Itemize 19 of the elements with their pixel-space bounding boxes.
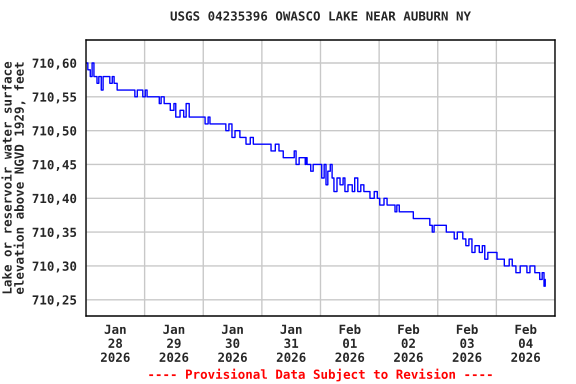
y-tick-label: 710,40 xyxy=(32,194,76,205)
y-tick-label: 710,50 xyxy=(32,126,76,138)
y-axis-title: Lake or reservoir water surface elevation above NGVD 1929, feet xyxy=(1,62,26,294)
y-tick-label: 710,55 xyxy=(32,92,76,104)
y-tick-label: 710,60 xyxy=(32,58,76,70)
y-tick-label: 710,35 xyxy=(32,228,76,239)
chart-title: USGS 04235396 OWASCO LAKE NEAR AUBURN NY xyxy=(170,11,471,21)
x-tick-label: Feb 04 2026 xyxy=(511,324,540,362)
y-tick-label: 710,30 xyxy=(32,261,76,272)
y-tick-label: 710,45 xyxy=(32,160,76,171)
x-tick-label: Jan 28 2026 xyxy=(100,324,130,362)
x-tick-label: Feb 02 2026 xyxy=(394,324,423,362)
x-tick-label: Feb 01 2026 xyxy=(335,324,364,362)
x-tick-label: Feb 03 2026 xyxy=(452,324,482,362)
x-tick-label: Jan 31 2026 xyxy=(276,324,306,362)
text: ---- Provisional Data Subject to Revision ---- xyxy=(149,368,492,382)
y-tick-label: 710,25 xyxy=(32,295,76,306)
x-tick-label: Jan 30 2026 xyxy=(218,324,247,362)
x-tick-label: Jan 29 2026 xyxy=(160,324,188,362)
